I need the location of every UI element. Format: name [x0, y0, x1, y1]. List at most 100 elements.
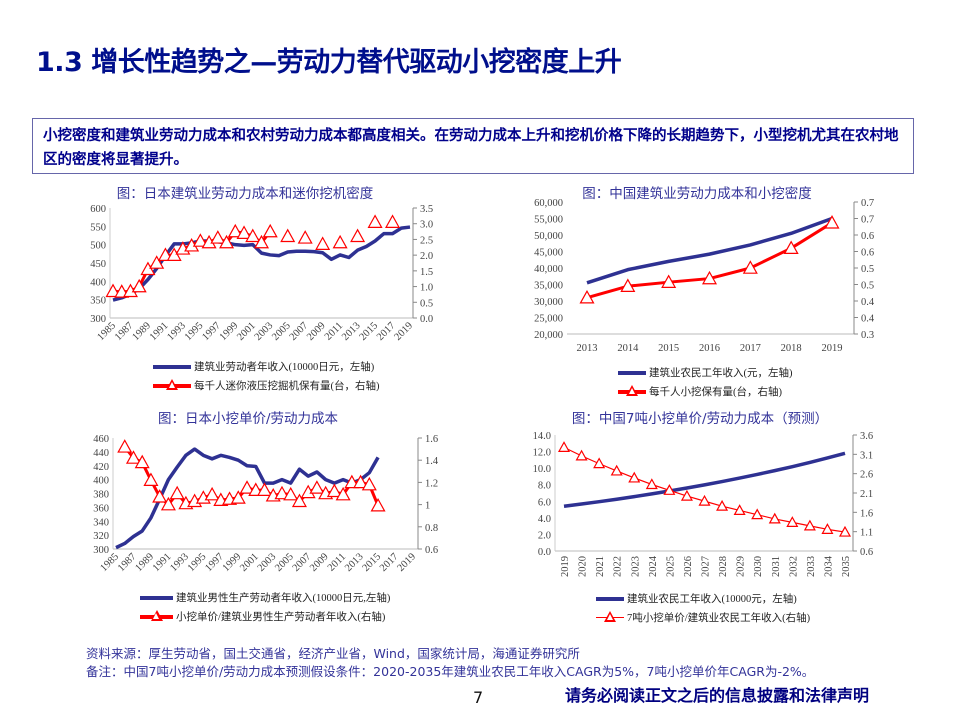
x-axis-tick-label: 2007	[288, 320, 311, 343]
triangle-marker	[274, 485, 290, 500]
legend-item: 每千人迷你液压挖掘机保有量(台，右轴)	[153, 378, 380, 393]
triangle-marker	[219, 234, 235, 249]
right-axis-tick-label: 0.4	[861, 297, 875, 308]
triangle-marker	[253, 234, 270, 249]
triangle-marker	[134, 454, 150, 469]
x-axis-tick-label: 1989	[130, 320, 153, 343]
triangle-marker	[803, 519, 816, 531]
x-axis-tick-label: 2015	[658, 343, 679, 354]
summary-box: 小挖密度和建筑业劳动力成本和农村劳动力成本都高度相关。在劳动力成本上升和挖机价格…	[32, 118, 914, 174]
left-axis-tick-label: 300	[93, 545, 109, 556]
x-axis-tick-label: 2009	[308, 551, 331, 574]
left-axis-tick-label: 10.0	[533, 464, 551, 475]
right-axis-tick-label: 2.1	[860, 489, 873, 500]
left-axis-tick-label: 460	[93, 434, 109, 445]
triangle-marker	[283, 486, 299, 501]
right-axis-tick-label: 1.2	[425, 478, 438, 489]
x-axis-tick-label: 1987	[116, 551, 139, 574]
x-axis-tick-label: 2017	[375, 320, 398, 343]
left-axis-tick-label: 300	[90, 314, 106, 325]
chart-title: 图：中国建筑业劳动力成本和小挖密度	[582, 186, 812, 202]
x-axis-tick-label: 2013	[343, 551, 366, 574]
triangle-marker	[350, 228, 366, 243]
left-axis-tick-label: 40,000	[534, 264, 563, 275]
triangle-marker	[353, 474, 369, 489]
series-line-2	[563, 446, 846, 533]
chart-3: 300 320 340 360 380 400 420 440 460 0.6 0.8 1 1.2 1.4…	[93, 434, 439, 574]
x-axis-tick-label: 2001	[235, 320, 258, 343]
triangle-marker	[385, 214, 401, 228]
legend-label: 7吨小挖单价/建筑业农民工年收入(右轴)	[627, 613, 811, 624]
triangle-marker	[143, 472, 159, 486]
triangle-marker	[335, 486, 351, 501]
x-axis-tick-label: 2026	[683, 556, 694, 577]
right-axis-tick-label: 0.7	[861, 198, 874, 209]
left-axis-tick-label: 380	[93, 490, 109, 501]
left-axis-tick-label: 500	[90, 241, 106, 252]
chart-title: 图：中国7吨小挖单价/劳动力成本（预测）	[571, 411, 829, 427]
x-axis-tick-label: 1989	[133, 551, 156, 574]
triangle-marker	[326, 483, 342, 498]
triangle-marker	[661, 274, 677, 288]
left-axis-tick-label: 400	[93, 476, 109, 487]
x-axis-tick-label: 2013	[577, 343, 598, 354]
triangle-marker	[783, 240, 799, 254]
left-axis-tick-label: 35,000	[534, 281, 563, 292]
x-axis-tick-label: 2035	[841, 556, 852, 577]
triangle-marker	[125, 450, 141, 464]
legend-item: 每千人小挖保有量(台，右轴)	[618, 384, 782, 399]
triangle-marker	[230, 490, 246, 504]
x-axis-tick-label: 2024	[648, 555, 659, 577]
right-axis-tick-label: 1	[425, 501, 430, 512]
chart-1: 300 350 400 450 500 550 600 0.0 0.5 1.0 1.5 2.0 2.5 3…	[90, 204, 433, 343]
triangle-marker	[838, 525, 852, 537]
series-line-1	[563, 451, 846, 508]
triangle-marker	[575, 449, 588, 461]
x-axis-tick-label: 2009	[305, 320, 328, 343]
triangle-marker	[204, 486, 220, 501]
x-axis-tick-label: 2019	[560, 556, 571, 577]
triangle-marker	[256, 482, 273, 496]
right-axis-tick-label: 2.6	[860, 470, 873, 481]
triangle-marker	[557, 441, 571, 452]
x-axis-tick-label: 2019	[822, 343, 843, 354]
left-axis-tick-label: 600	[90, 204, 106, 215]
legend-item: 建筑业劳动者年收入(10000日元，左轴)	[153, 359, 374, 374]
x-axis-tick-label: 2001	[238, 551, 261, 574]
triangle-marker	[280, 228, 296, 243]
x-axis-tick-label: 2033	[806, 556, 817, 577]
x-axis-tick-label: 2023	[630, 556, 641, 577]
left-axis-tick-label: 340	[93, 517, 109, 528]
right-axis-tick-label: 1.5	[420, 267, 433, 278]
x-axis-tick-label: 2015	[361, 551, 384, 574]
triangle-marker	[751, 508, 764, 520]
triangle-marker	[733, 504, 746, 516]
assumption-note: 备注：中国7吨小挖单价/劳动力成本预测假设条件：2020-2035年建筑业农民工…	[86, 664, 815, 679]
chart-title: 图：日本小挖单价/劳动力成本	[157, 411, 339, 427]
triangle-marker	[105, 283, 121, 298]
page-title: 1.3 增长性趋势之—劳动力替代驱动小挖密度上升	[36, 47, 622, 78]
x-axis-tick-label: 1995	[186, 551, 209, 574]
x-axis-tick-label: 2019	[392, 320, 415, 343]
right-axis-tick-label: 2.0	[420, 251, 433, 262]
x-axis-tick-label: 2025	[665, 556, 676, 577]
left-axis-tick-label: 60,000	[534, 198, 563, 209]
right-axis-tick-label: 0.6	[861, 231, 874, 242]
legend-item: 建筑业农民工年收入(元，左轴)	[618, 365, 793, 380]
legend-item: 建筑业农民工年收入(10000元，左轴)	[596, 591, 797, 606]
legend-label: 建筑业男性生产劳动者年收入(10000日元,左轴)	[176, 593, 391, 604]
x-axis-tick-label: 1987	[113, 320, 136, 343]
x-axis-tick-label: 2013	[340, 320, 363, 343]
right-axis-tick-label: 1.0	[420, 283, 433, 294]
x-axis-tick-label: 1993	[168, 551, 191, 574]
left-axis-tick-label: 440	[93, 448, 109, 459]
triangle-marker	[262, 223, 278, 238]
x-axis-tick-label: 2030	[753, 556, 764, 577]
right-axis-tick-label: 0.4	[861, 314, 875, 325]
x-axis-tick-label: 1993	[165, 320, 188, 343]
x-axis-tick-label: 2003	[253, 320, 276, 343]
legend-label: 建筑业农民工年收入(元，左轴)	[649, 368, 793, 379]
triangle-marker	[152, 489, 168, 503]
legend-item: 小挖单价/建筑业男性生产劳动者年收入(右轴)	[140, 609, 385, 624]
